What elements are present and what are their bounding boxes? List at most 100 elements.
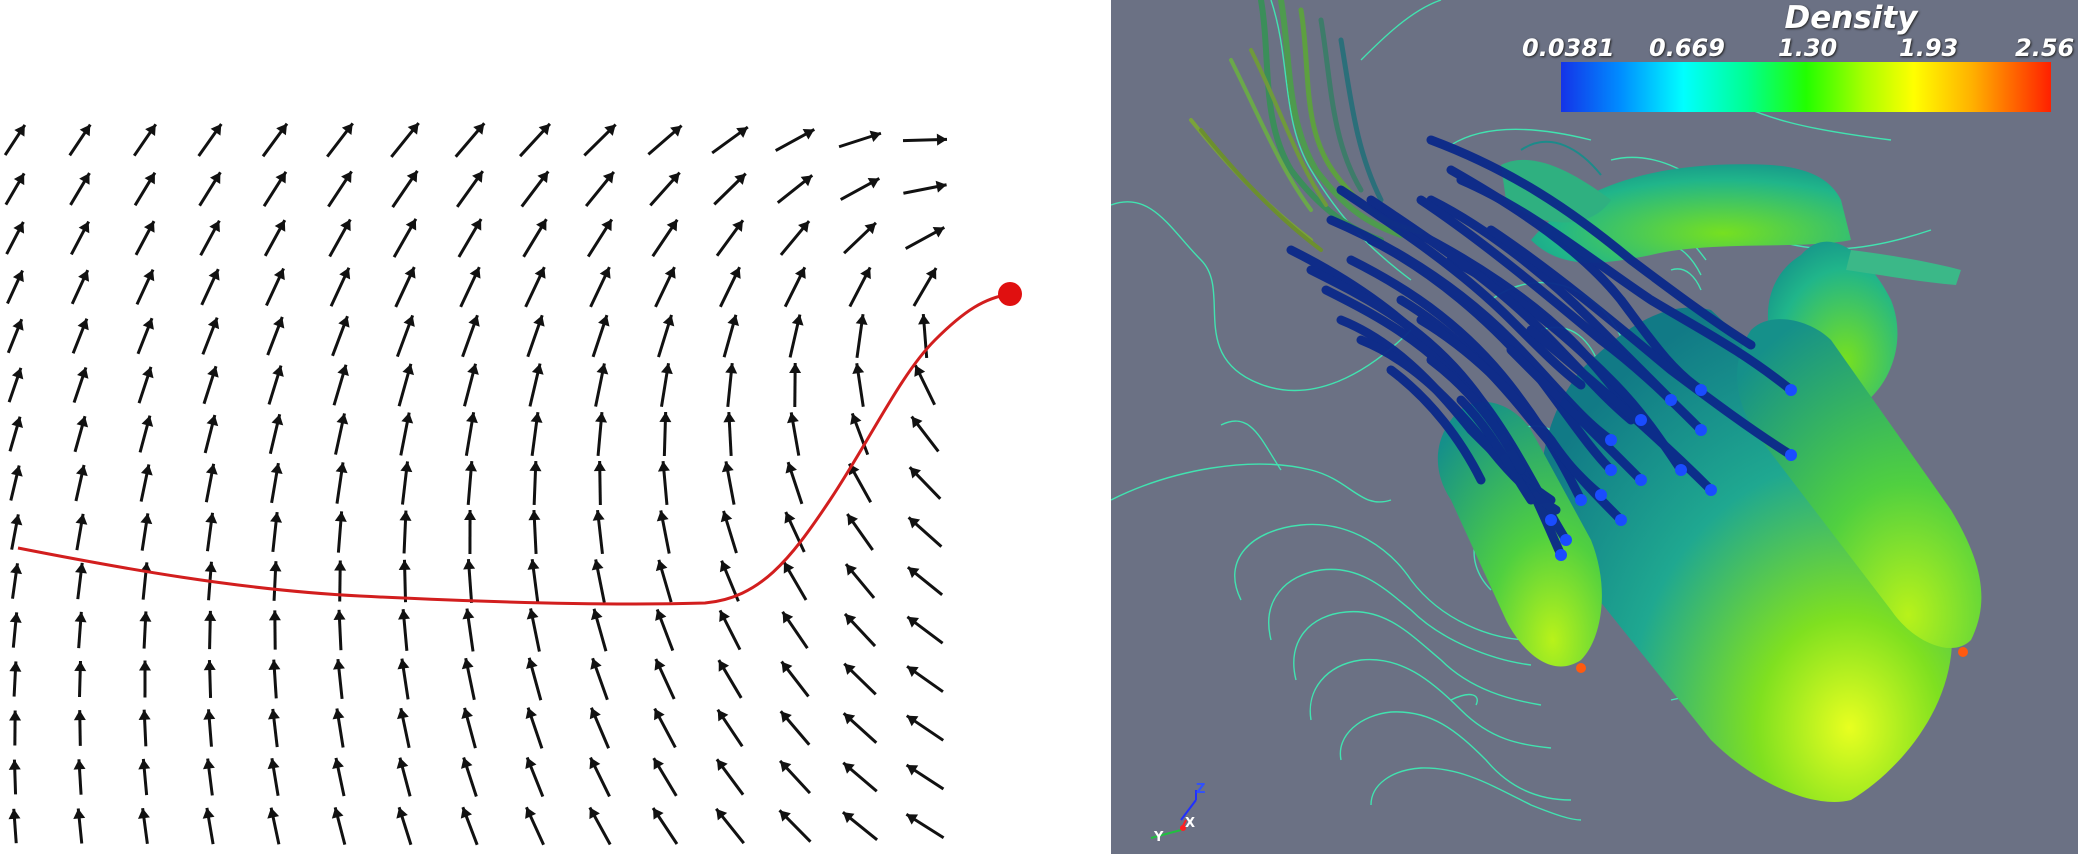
- vector-arrow-head: [655, 609, 667, 621]
- orientation-axes: [1150, 790, 1197, 839]
- vector-arrow-head: [844, 613, 857, 626]
- vector-arrow-head: [602, 171, 614, 184]
- vector-arrow-head: [844, 663, 856, 675]
- vector-arrow-head: [333, 609, 346, 621]
- vector-arrow-head: [860, 267, 871, 280]
- vector-arrow-head: [77, 318, 89, 331]
- vector-arrow-head: [399, 510, 412, 521]
- vector-arrow-head: [716, 759, 728, 771]
- vector-arrow-head: [909, 467, 921, 479]
- vector-arrow-head: [654, 659, 666, 671]
- vector-arrow-head: [592, 510, 605, 521]
- vector-arrow-head: [142, 318, 154, 330]
- vector-arrow-head: [525, 807, 537, 819]
- vector-arrow-head: [525, 707, 537, 720]
- vector-arrow-head: [334, 560, 347, 571]
- vector-arrow-head: [142, 366, 154, 379]
- vector-arrow-head: [734, 173, 746, 185]
- vector-arrow-head: [404, 267, 416, 279]
- vector-arrow-head: [936, 133, 947, 146]
- vector-arrow-head: [591, 559, 604, 571]
- vector-arrow-head: [74, 660, 87, 672]
- vector-arrow-head: [780, 760, 792, 773]
- vector-arrow-head: [538, 123, 550, 136]
- vector-arrow-head: [718, 660, 730, 672]
- vector-arrow-head: [720, 510, 733, 523]
- vector-arrow-head: [339, 267, 351, 280]
- vector-arrow-head: [527, 559, 540, 570]
- vector-arrow-head: [9, 612, 22, 623]
- vector-arrow-head: [596, 363, 609, 375]
- vector-arrow-head: [396, 757, 409, 769]
- vector-arrow-head: [526, 608, 539, 620]
- vector-field-canvas: [3, 122, 1022, 846]
- vector-arrow-head: [473, 123, 485, 135]
- vector-arrow-head: [843, 713, 856, 725]
- vector-arrow-head: [469, 267, 481, 279]
- vector-arrow-head: [787, 412, 799, 424]
- vector-arrow-head: [332, 757, 344, 769]
- vector-arrow-head: [397, 658, 410, 670]
- vector-arrow-head: [852, 363, 865, 375]
- vector-arrow-head: [465, 461, 477, 472]
- vector-arrow-head: [204, 610, 217, 622]
- vector-arrow-head: [664, 267, 676, 279]
- axis-label-z: Z: [1196, 782, 1206, 797]
- vector-arrow-head: [802, 128, 815, 140]
- vector-arrow-head: [721, 461, 734, 473]
- vector-arrow-head: [267, 758, 280, 770]
- vector-arrow-head: [270, 512, 283, 523]
- vector-arrow-head: [590, 658, 602, 670]
- vector-arrow-head: [400, 461, 413, 473]
- vector-arrow-head: [736, 127, 748, 138]
- vector-arrow-head: [397, 708, 409, 720]
- vector-arrow-head: [269, 561, 282, 572]
- vector-arrow-head: [13, 173, 25, 186]
- vector-arrow-head: [270, 463, 283, 475]
- vector-arrow-head: [79, 124, 91, 137]
- vector-arrow-head: [729, 267, 741, 279]
- vector-arrow-head: [205, 512, 218, 524]
- vector-arrow-head: [779, 810, 791, 822]
- vector-arrow-head: [935, 180, 947, 193]
- streamtube-endpoints: [1545, 384, 1797, 561]
- vector-arrow-head: [403, 315, 415, 327]
- vector-arrow-head: [918, 314, 931, 325]
- seed-point-marker: [998, 282, 1022, 306]
- vector-arrow-head: [781, 661, 793, 674]
- colorbar-tick-label: 1.30: [1778, 34, 1838, 62]
- vector-arrow-head: [529, 461, 542, 472]
- streamline-path: [17, 292, 1011, 606]
- vector-arrow-head: [11, 367, 24, 380]
- vector-arrow-head: [206, 414, 219, 427]
- vector-arrow-head: [719, 610, 730, 623]
- vector-arrow-head: [660, 363, 673, 375]
- vector-arrow-head: [335, 462, 348, 474]
- vector-arrow-head: [205, 463, 218, 475]
- vector-arrow-head: [725, 363, 738, 374]
- colorbar-tick-label: 2.56: [2015, 34, 2075, 62]
- vector-arrow-head: [274, 220, 286, 232]
- vector-arrow-head: [336, 413, 349, 425]
- vector-arrow-head: [598, 315, 610, 327]
- vector-arrow-head: [203, 660, 216, 671]
- vector-arrow-head: [210, 172, 221, 184]
- vector-arrow-head: [719, 560, 731, 573]
- vector-arrow-head: [528, 510, 541, 521]
- colorbar-tick-label: 0.669: [1649, 34, 1725, 62]
- vector-arrow-head: [8, 759, 21, 770]
- vector-arrow-head: [906, 715, 919, 727]
- vector-arrow-head: [267, 708, 280, 720]
- vector-arrow-head: [9, 710, 22, 721]
- axis-label-x: X: [1185, 816, 1196, 831]
- vector-arrow-head: [8, 808, 21, 820]
- vector-arrow-head: [460, 807, 473, 819]
- vector-arrow-head: [789, 363, 802, 374]
- vector-arrow-head: [202, 807, 215, 819]
- vector-arrow-head: [405, 218, 417, 231]
- vector-arrow-head: [668, 172, 680, 185]
- vector-arrow-head: [139, 660, 152, 671]
- vector-arrow-head: [784, 512, 796, 524]
- vector-arrow-head: [590, 608, 603, 621]
- vector-arrow-head: [74, 611, 87, 623]
